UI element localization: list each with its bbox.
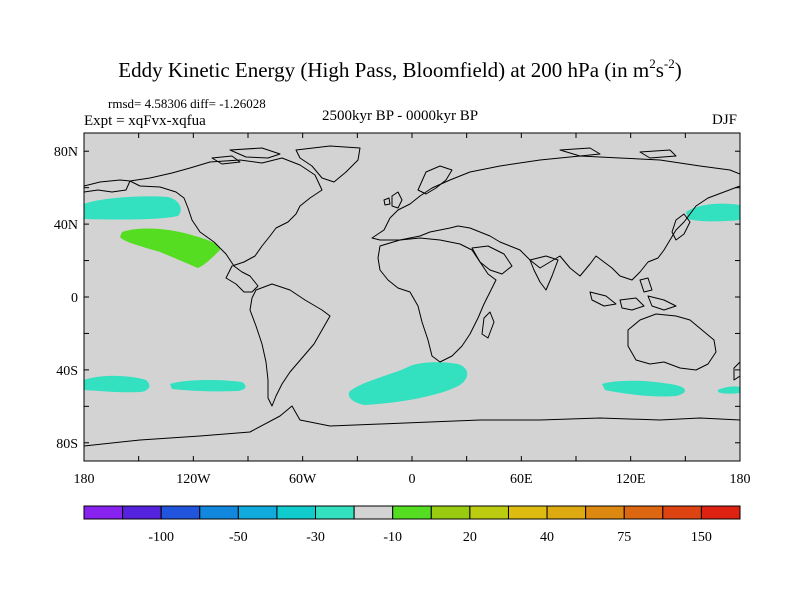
season-label: DJF — [712, 112, 738, 128]
colorbar-swatch — [430, 505, 471, 520]
longitude-labels: 180 120W 60W 0 60E 120E 180 — [74, 472, 751, 487]
anomaly-north-pacific-west — [84, 196, 181, 220]
coast-greenland — [295, 145, 361, 183]
colorbar-label: 150 — [691, 530, 712, 545]
coast-india — [529, 255, 559, 291]
anomaly-northeast-pacific — [120, 228, 220, 268]
colorbar — [83, 505, 741, 520]
chart-title: Eddy Kinetic Energy (High Pass, Bloomfie… — [118, 56, 682, 82]
coast-arctic-islands — [211, 147, 281, 165]
lon-label: 60W — [289, 472, 317, 487]
anomaly-regions — [84, 196, 740, 405]
colorbar-swatch — [83, 505, 124, 520]
lat-label: 80S — [56, 437, 78, 452]
axis-ticks — [83, 133, 741, 461]
experiment-label: Expt = xqFvx-xqfua — [84, 113, 206, 129]
lat-label: 80N — [54, 145, 78, 160]
anomaly-south-pacific-1 — [84, 375, 150, 393]
colorbar-swatch — [122, 505, 162, 520]
colorbar-swatch — [160, 505, 201, 520]
lon-label: 180 — [74, 472, 95, 487]
colorbar-swatch — [353, 505, 394, 520]
anomaly-south-atlantic — [348, 362, 468, 405]
coast-british-isles — [383, 191, 403, 209]
colorbar-swatch — [700, 505, 741, 520]
colorbar-swatch — [237, 505, 278, 520]
colorbar-label: -10 — [383, 530, 402, 545]
coast-north-america — [129, 157, 323, 293]
coast-madagascar — [481, 311, 495, 339]
lat-label: 0 — [71, 291, 78, 306]
lon-label: 120E — [616, 472, 646, 487]
colorbar-label: 40 — [540, 530, 554, 545]
coast-alaska — [84, 179, 131, 193]
colorbar-labels: -100 -50 -30 -10 20 40 75 150 — [148, 530, 712, 545]
coast-new-zealand — [733, 361, 740, 381]
lon-label: 0 — [409, 472, 416, 487]
coast-antarctica — [84, 405, 740, 447]
coast-arabia — [471, 245, 513, 275]
coast-africa — [377, 237, 497, 363]
period-label: 2500kyr BP - 0000kyr BP — [321, 108, 479, 124]
coast-siberia-islands — [559, 147, 677, 159]
colorbar-swatch — [392, 505, 432, 520]
lat-label: 40N — [54, 218, 78, 233]
colorbar-swatch — [315, 505, 355, 520]
lon-label: 60E — [510, 472, 533, 487]
colorbar-label: -50 — [229, 530, 248, 545]
colorbar-label: 20 — [463, 530, 477, 545]
lon-label: 180 — [730, 472, 751, 487]
coast-australia — [627, 313, 717, 371]
lat-label: 40S — [56, 364, 78, 379]
colorbar-swatch — [199, 505, 239, 520]
colorbar-swatch — [469, 505, 509, 520]
anomaly-south-pacific-2 — [170, 379, 246, 392]
colorbar-swatch — [276, 505, 317, 520]
colorbar-swatch — [662, 505, 702, 520]
coast-indonesia — [589, 277, 677, 311]
colorbar-label: 75 — [617, 530, 631, 545]
colorbar-swatch — [623, 505, 664, 520]
colorbar-swatch — [585, 505, 625, 520]
colorbar-swatch — [546, 505, 587, 520]
colorbar-label: -30 — [306, 530, 325, 545]
anomaly-south-tasman — [718, 386, 740, 394]
coast-japan — [671, 213, 691, 241]
latitude-labels: 80N 40N 0 40S 80S — [54, 145, 78, 452]
map-background — [84, 133, 740, 461]
anomaly-north-pacific-east — [686, 203, 740, 222]
anomaly-south-indian — [602, 380, 685, 397]
colorbar-swatch — [507, 505, 548, 520]
coast-scandinavia — [417, 165, 453, 195]
rmsd-diff-stats: rmsd= 4.58306 diff= -1.26028 — [108, 96, 266, 111]
coastlines — [84, 145, 740, 447]
coast-south-america — [249, 283, 331, 407]
colorbar-label: -100 — [148, 530, 174, 545]
coast-eurasia — [371, 155, 740, 281]
lon-label: 120W — [176, 472, 211, 487]
